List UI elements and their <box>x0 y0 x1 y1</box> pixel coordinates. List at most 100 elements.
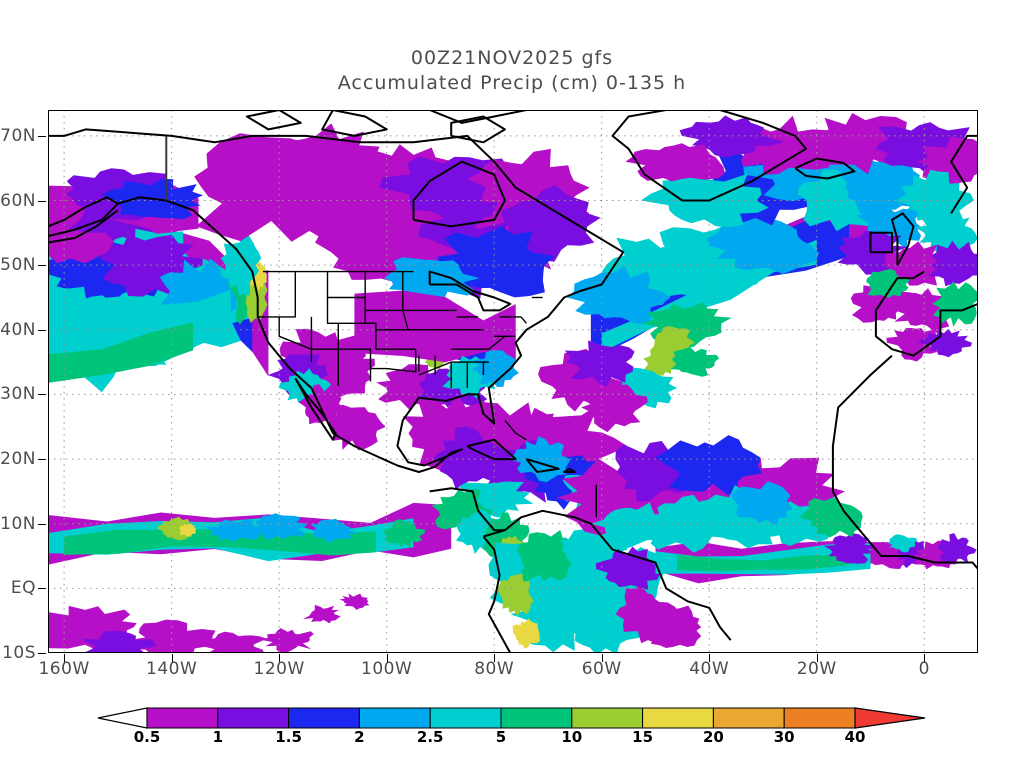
lon-tick-label: 80W <box>474 659 515 679</box>
lat-tick-label: 50N <box>0 255 36 276</box>
lat-tick-label: 40N <box>0 319 36 340</box>
lon-tick-mark <box>601 654 603 662</box>
precipitation-contour-map <box>48 110 978 653</box>
precip-contour-patch <box>655 435 762 495</box>
precip-contour-patch <box>432 426 519 489</box>
colorbar-tick-label: 20 <box>702 728 724 746</box>
precip-contour-patch <box>262 628 314 653</box>
lat-tick-mark <box>38 135 46 137</box>
precip-contour-patch <box>384 519 426 548</box>
precip-contour-patch <box>591 502 680 548</box>
lon-tick-mark <box>171 654 173 662</box>
precip-contour-patch <box>918 329 972 357</box>
lon-tick-label: 20W <box>796 659 837 679</box>
precip-contour-patch <box>732 481 793 525</box>
colorbar-segment <box>500 707 573 729</box>
lon-tick-label: 140W <box>146 659 198 679</box>
colorbar-segment <box>571 707 644 729</box>
precip-contour-patch <box>680 115 784 157</box>
lat-tick-label: 30N <box>0 384 36 405</box>
precip-contour-patch <box>888 534 917 552</box>
us-state-borders <box>258 272 543 388</box>
precip-contour-patch <box>497 573 534 616</box>
precip-contour-patch <box>129 620 216 653</box>
lon-tick-mark <box>709 654 711 662</box>
precip-contour-patch <box>256 513 308 539</box>
colorbar-tick-label: 0.5 <box>133 728 161 746</box>
map-plot-area <box>48 110 978 653</box>
lon-tick-label: 160W <box>38 659 90 679</box>
colorbar-tick-label: 1.5 <box>275 728 302 746</box>
map-gridlines <box>48 110 978 653</box>
colorbar-tick-label: 1 <box>212 728 224 746</box>
lat-tick-label: 10S <box>2 643 36 663</box>
colorbar-tick-label: 30 <box>773 728 795 746</box>
precip-contour-patch <box>48 322 193 383</box>
precip-contour-patch <box>677 555 849 572</box>
precip-contour-patch <box>339 593 369 610</box>
colorbar-segment <box>288 707 360 729</box>
title-line-variable: Accumulated Precip (cm) 0-135 h <box>337 72 687 94</box>
lat-tick-label: EQ <box>10 578 36 599</box>
precip-contour-patch <box>866 269 910 298</box>
precip-contour-patch <box>565 340 635 386</box>
lat-tick-mark <box>38 200 46 202</box>
colorbar-segment <box>642 707 714 729</box>
lon-tick-mark <box>386 654 388 662</box>
precip-contour-patch <box>315 212 463 287</box>
lat-tick-mark <box>38 523 46 525</box>
colorbar: 0.5 1 1.5 2 2.5 5 10 15 20 30 40 <box>0 700 1024 760</box>
colorbar-segment <box>146 707 219 729</box>
lat-tick-label: 20N <box>0 449 36 470</box>
title-line-init: 00Z21NOV2025 gfs <box>410 47 614 69</box>
lon-tick-mark <box>494 654 496 662</box>
figure-title: 00Z21NOV2025 gfs Accumulated Precip (cm)… <box>0 46 1024 96</box>
lon-tick-label: 40W <box>689 659 730 679</box>
precip-contour-patch <box>886 328 940 362</box>
precip-contour-patch <box>928 241 978 287</box>
colorbar-tick-label: 5 <box>495 728 507 746</box>
lat-tick-label: 60N <box>0 190 36 211</box>
colorbar-tick-label: 15 <box>632 728 654 746</box>
colorbar-tick-label: 40 <box>844 728 866 746</box>
lat-tick-mark <box>38 394 46 396</box>
precip-contour-patch <box>310 519 357 543</box>
lat-tick-label: 70N <box>0 125 36 146</box>
precip-contour-patch <box>596 547 660 590</box>
precip-contour-patch <box>646 606 701 648</box>
precip-contour-patch <box>707 216 819 274</box>
colorbar-under-arrow <box>97 707 148 729</box>
colorbar-tick-label: 2 <box>354 728 365 746</box>
precip-contour-patch <box>643 348 679 376</box>
precip-contour-patch <box>799 497 862 537</box>
coastlines-and-borders <box>48 110 978 653</box>
lon-tick-mark <box>64 654 66 662</box>
precip-contour-patch <box>938 533 977 565</box>
precip-contour-patch <box>354 291 515 363</box>
colorbar-over-arrow <box>854 707 926 729</box>
latitude-axis: 70N 60N 50N 40N 30N 20N 10N EQ 10S <box>0 110 46 663</box>
precip-contour-patch <box>625 143 725 181</box>
precip-contour-patch <box>509 436 570 482</box>
colorbar-tick-label: 10 <box>561 728 583 746</box>
lat-tick-mark <box>38 329 46 331</box>
precip-contour-patch <box>179 523 196 537</box>
lon-tick-mark <box>279 654 281 662</box>
colorbar-swatches <box>97 707 926 729</box>
colorbar-tick-label: 2.5 <box>416 728 444 746</box>
precip-contour-patch <box>567 266 670 325</box>
lon-tick-label: 0 <box>918 659 930 679</box>
colorbar-segment <box>358 707 431 729</box>
lat-tick-mark <box>38 265 46 267</box>
precip-contour-patch <box>299 384 344 424</box>
precip-contour-patch <box>932 282 978 327</box>
colorbar-segment <box>712 707 785 729</box>
plot-frame-border <box>48 110 978 653</box>
precip-contour-patch <box>560 526 627 573</box>
lat-tick-label: 10N <box>0 513 36 534</box>
lon-tick-label: 60W <box>581 659 622 679</box>
lon-tick-mark <box>816 654 818 662</box>
longitude-axis: 160W 140W 120W 100W 80W 60W 40W 20W 0 <box>0 654 1024 685</box>
lat-tick-mark <box>38 653 46 654</box>
